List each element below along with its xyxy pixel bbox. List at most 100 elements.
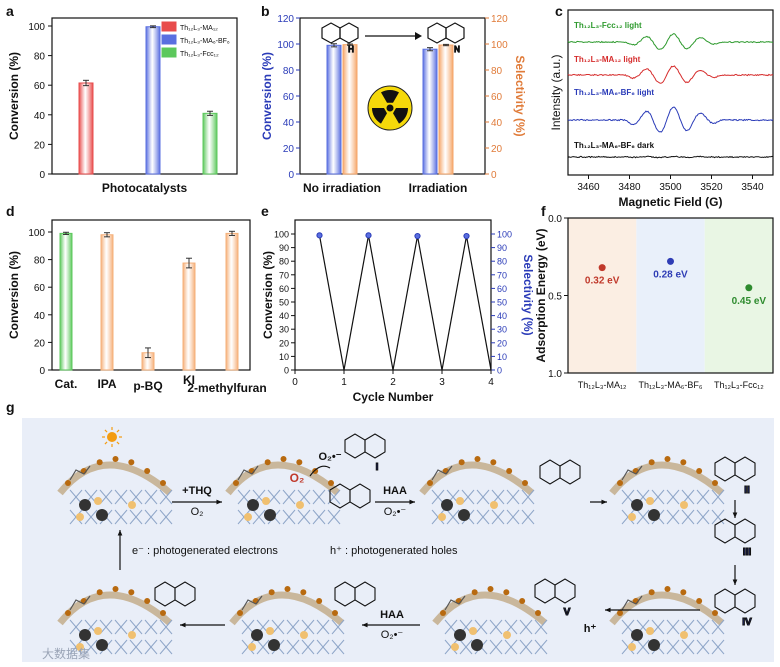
scheme-cage-5-electron-dot (65, 610, 71, 616)
panel-e-xtick-label: 0 (292, 377, 298, 388)
panel-e-ytick-label-right: 90 (497, 243, 507, 253)
panel-b-ytick-label-left: 0 (288, 170, 294, 181)
panel-a-legend-label: Th₁₂L₃-Fcc₁₂ (180, 51, 219, 58)
scheme-cage-2-electron-dot (281, 456, 287, 462)
panel-label-f: f (541, 203, 546, 219)
panel-e-ytick-label: 90 (279, 243, 289, 253)
panel-b-thq-molecule-ring-b (340, 23, 358, 43)
scheme-cage-8-electron-dot (712, 610, 718, 616)
scheme-h-plus: h⁺ (584, 623, 597, 635)
radiation-icon (368, 86, 412, 130)
scheme-cage-4-electron-dot (665, 456, 671, 462)
panel-e-point (317, 233, 322, 238)
panel-e-ytick-label: 40 (279, 311, 289, 321)
scheme-cage-1-hole (128, 501, 136, 509)
scheme-cage-6-electron-dot (285, 586, 291, 592)
panel-a-ytick-label: 20 (34, 140, 46, 151)
scheme-cage-5-electron-dot (113, 586, 119, 592)
panel-d-bar (183, 263, 195, 370)
scheme-cage-6-electron-dot (269, 589, 275, 595)
scheme-legend-electrons: e⁻ : photogenerated electrons (132, 545, 278, 557)
panel-c-series-line (568, 107, 773, 132)
scheme-cage-8-electron-dot (649, 589, 655, 595)
panel-b-bar-selectivity-body (343, 45, 357, 174)
panel-b-ytick-label-right: 120 (491, 14, 508, 25)
panel-d-bar-body (183, 263, 195, 370)
scheme-cage-6-hole (266, 627, 274, 635)
radiation-icon-center (387, 105, 394, 112)
scheme-cage-4-electron-dot (649, 459, 655, 465)
panel-b-bar-conversion-body (423, 49, 437, 174)
panel-label-a: a (6, 3, 14, 19)
scheme-cage-6-node (268, 639, 280, 651)
panel-d-xtick-label: p-BQ (133, 379, 162, 393)
scheme-cage-6-hole (248, 643, 256, 651)
scheme-cage-2-electron-dot (233, 480, 239, 486)
scheme-cage-3-electron-dot (522, 480, 528, 486)
scheme-cage-2-node (264, 509, 276, 521)
scheme-superoxide: O₂•⁻ (318, 451, 341, 463)
panel-f-point-label: 0.28 eV (653, 269, 688, 280)
panel-e-ytick-label: 80 (279, 257, 289, 267)
panel-a-bar (79, 83, 93, 174)
panel-a-legend-label: Th₁₂L₃-MA₁₂ (180, 25, 218, 32)
scheme-molecule-III-label: III (743, 547, 752, 558)
scheme-cage-2-hole (296, 501, 304, 509)
panel-e-ytick-label-right: 10 (497, 352, 507, 362)
panel-a-bar-body (146, 27, 160, 174)
scheme-cage-7-hole (451, 643, 459, 651)
panel-a-legend-label: Th₁₂L₃-MA₆-BF₆ (180, 38, 230, 45)
scheme-cage-1-electron-dot (160, 480, 166, 486)
scheme-cage-7-electron-dot (440, 610, 446, 616)
panel-f-xtick-label: Th₁₂L₃-MA₁₂ (578, 380, 627, 390)
panel-d-ytick-label: 0 (39, 366, 45, 377)
panel-a-ytick-label: 40 (34, 111, 46, 122)
panel-b-bar-selectivity (343, 45, 357, 174)
panel-b-bar-conversion (423, 49, 437, 174)
panel-f-point (667, 258, 674, 265)
scheme-cage-4-node (648, 509, 660, 521)
scheme-cage-5-hole (94, 627, 102, 635)
sun-icon-core (107, 432, 117, 442)
scheme-molecule-I-label: I (376, 462, 379, 473)
scheme-cage-7-node (454, 629, 466, 641)
panel-e-ytick-label-right: 100 (497, 230, 512, 240)
scheme-molecule-V-label: V (564, 607, 571, 618)
panel-e-ytick-label-right: 70 (497, 270, 507, 280)
scheme-cage-1-node (79, 499, 91, 511)
scheme-cage-4-electron-dot (712, 480, 718, 486)
panel-b-ylabel-left: Conversion (%) (260, 52, 274, 140)
panel-d-xtick-label: Cat. (55, 377, 78, 391)
panel-a-xlabel: Photocatalysts (102, 181, 188, 195)
scheme-cage-6-hole (300, 631, 308, 639)
panel-e-ytick-label: 30 (279, 325, 289, 335)
scheme-cage-8-hole (680, 631, 688, 639)
scheme-cage-5-node (96, 639, 108, 651)
scheme-cage-3-hole (456, 497, 464, 505)
panel-c-xtick-label: 3460 (577, 182, 600, 193)
panel-e-ytick-label-right: 60 (497, 284, 507, 294)
panel-a-ytick-label: 0 (39, 170, 45, 181)
scheme-cage-2-node (247, 499, 259, 511)
scheme-cage-8-node (631, 629, 643, 641)
panel-c-series-label: Th₁₂L₃-Fcc₁₂ light (574, 21, 642, 30)
scheme-cage-5-electron-dot (128, 589, 134, 595)
panel-e-ytick-label: 20 (279, 338, 289, 348)
scheme-cage-7-electron-dot (503, 589, 509, 595)
panel-a-legend-swatch (162, 35, 176, 44)
panel-b-ytick-label-right: 100 (491, 40, 508, 51)
scheme-cage-4-hole (680, 501, 688, 509)
panel-label-c: c (555, 3, 563, 19)
panel-label-g: g (6, 399, 15, 415)
panel-e-ytick-label: 0 (284, 366, 289, 376)
panel-e-frame (295, 220, 491, 370)
scheme-cage-3-hole (438, 513, 446, 521)
scheme-cage-6-electron-dot (300, 589, 306, 595)
panel-d-bar (226, 233, 238, 370)
scheme-cage-6-node (251, 629, 263, 641)
panel-c-xtick-label: 3520 (700, 182, 723, 193)
panel-f-ytick-label: 1.0 (548, 369, 562, 380)
panel-b-quinoline-molecule-ring-b (446, 23, 464, 43)
scheme-haa-oxidant-1: O₂•⁻ (384, 506, 407, 518)
panel-e-xtick-label: 3 (439, 377, 445, 388)
